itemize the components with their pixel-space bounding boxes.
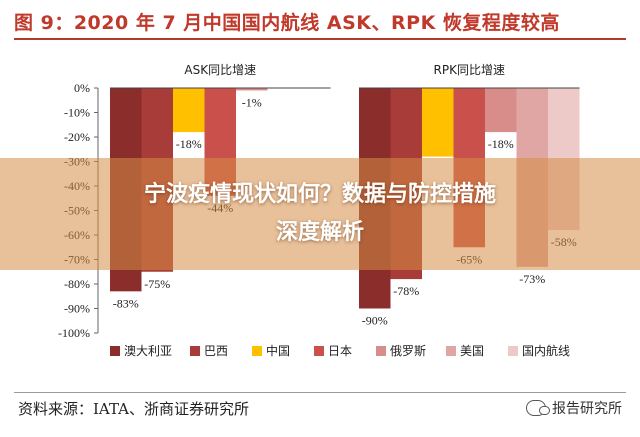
legend-swatch: [110, 346, 120, 356]
y-tick-label: 0%: [74, 81, 90, 95]
watermark-text: 报告研究所: [552, 401, 622, 417]
legend-label: 国内航线: [522, 343, 570, 358]
panel-title: ASK同比增速: [184, 63, 256, 77]
legend-swatch: [376, 346, 386, 356]
source-divider: [14, 392, 626, 393]
panel-title: RPK同比增速: [434, 63, 505, 77]
watermark: 报告研究所: [526, 398, 622, 418]
y-tick-label: -90%: [64, 302, 90, 316]
data-label: -83%: [113, 296, 139, 310]
source-note: 资料来源：IATA、浙商证券研究所: [18, 400, 249, 418]
legend-swatch: [446, 346, 456, 356]
legend-swatch: [508, 346, 518, 356]
legend-label: 日本: [328, 344, 352, 358]
bar: [173, 88, 205, 133]
bar: [485, 88, 517, 133]
legend-label: 俄罗斯: [390, 344, 426, 358]
legend-swatch: [252, 346, 262, 356]
y-tick-label: -20%: [64, 130, 90, 144]
data-label: -90%: [362, 314, 388, 328]
data-label: -18%: [176, 137, 202, 151]
data-label: -1%: [242, 95, 262, 109]
legend-label: 中国: [266, 343, 290, 358]
legend-swatch: [190, 346, 200, 356]
title-divider: [14, 38, 626, 40]
bar: [422, 88, 454, 157]
y-tick-label: -80%: [64, 277, 90, 291]
legend-label: 澳大利亚: [124, 344, 172, 358]
data-label: -18%: [488, 137, 514, 151]
legend-swatch: [314, 346, 324, 356]
overlay-headline: 宁波疫情现状如何？数据与防控措施: [143, 182, 496, 207]
y-tick-label: -100%: [58, 326, 90, 340]
data-label: -78%: [393, 284, 419, 298]
promo-overlay: 宁波疫情现状如何？数据与防控措施 深度解析: [0, 158, 640, 270]
figure-title: 图 9：2020 年 7 月中国国内航线 ASK、RPK 恢复程度较高: [14, 12, 560, 34]
data-label: -75%: [144, 277, 170, 291]
overlay-subheadline: 深度解析: [275, 220, 364, 245]
legend-label: 美国: [460, 344, 484, 358]
bar: [236, 88, 268, 91]
y-tick-label: -10%: [64, 106, 90, 120]
data-label: -73%: [519, 272, 545, 286]
chat-icon: [526, 400, 550, 416]
legend-label: 巴西: [204, 344, 228, 358]
